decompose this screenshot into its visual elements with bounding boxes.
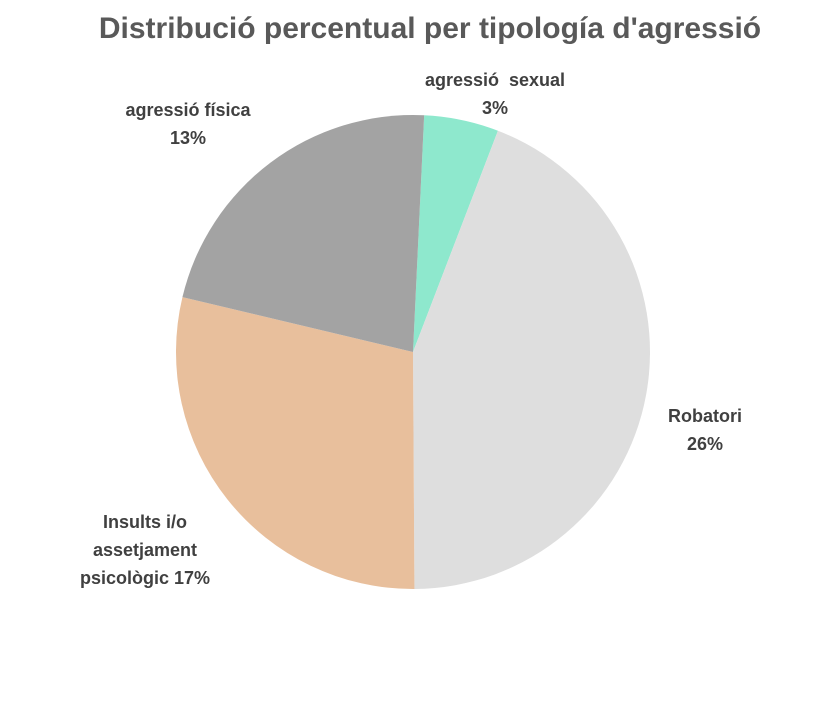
data-label: agressió física 13% xyxy=(110,96,266,152)
category-label: agressió sexual xyxy=(424,70,566,90)
value-label: 17% xyxy=(174,568,211,588)
value-label: 3% xyxy=(481,98,508,118)
category-label: agressió física xyxy=(125,100,251,120)
chart-title: Distribució percentual per tipología d'a… xyxy=(98,12,762,45)
data-label: agressió sexual 3% xyxy=(420,66,570,122)
pie-slice xyxy=(182,115,425,352)
data-label: Insults i/o assetjament psicològic 17% xyxy=(70,508,220,592)
data-label: Robatori 26% xyxy=(630,402,780,458)
pie-slice xyxy=(176,297,415,589)
category-label: Insults i/o assetjament psicològic xyxy=(79,512,203,588)
pie-slice xyxy=(413,115,498,353)
category-label: Robatori xyxy=(668,406,742,426)
value-label: 13% xyxy=(169,128,207,148)
value-label: 26% xyxy=(686,434,724,454)
pie-slice xyxy=(413,130,650,589)
